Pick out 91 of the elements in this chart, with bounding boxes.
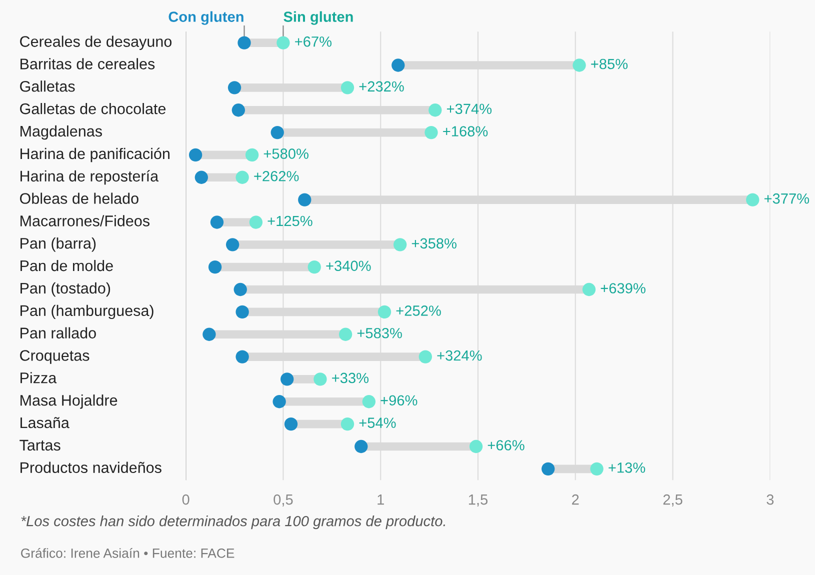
text: *Los costes han sido determinados para 100 gramos de producto.	[21, 516, 446, 530]
point	[276, 36, 290, 50]
point	[392, 58, 405, 72]
y-tick-label: Pizza	[20, 372, 57, 384]
y-tick-label: Macarrones/Fideos	[20, 215, 150, 226]
y-tick-label: Magdalenas	[20, 125, 102, 140]
point	[428, 104, 442, 117]
x-tick-label: 1,5	[468, 494, 488, 506]
point	[469, 440, 483, 454]
point	[362, 395, 376, 408]
series-label: Con gluten	[168, 11, 244, 25]
point	[245, 148, 259, 162]
y-tick-label: Obleas de helado	[20, 192, 138, 204]
point	[232, 104, 245, 117]
annotation: +583%	[357, 328, 402, 338]
series-label: Sin gluten	[284, 11, 353, 25]
y-tick-label: Cereales de desayuno	[20, 36, 172, 50]
annotation: +324%	[437, 350, 482, 361]
point	[298, 193, 312, 206]
x-tick-label: 0	[182, 494, 190, 505]
annotation: +96%	[380, 395, 418, 406]
y-tick-label: Galletas de chocolate	[20, 102, 166, 114]
point	[210, 216, 224, 229]
y-tick-label: Pan (tostado)	[20, 282, 110, 297]
annotation: +340%	[326, 260, 371, 271]
y-tick-label: Pan (barra)	[20, 238, 96, 252]
annotation: +125%	[268, 216, 312, 226]
annotation: +66%	[488, 440, 524, 450]
point	[238, 36, 251, 50]
annotation: +54%	[359, 418, 396, 428]
point	[280, 372, 294, 386]
annotation: +580%	[264, 148, 308, 159]
x-tick-label: 3	[766, 494, 774, 505]
point	[340, 417, 354, 431]
point	[226, 238, 240, 252]
y-tick-label: Pan de molde	[20, 260, 113, 272]
y-tick-label: Harina de repostería	[20, 170, 159, 185]
annotation: +358%	[412, 238, 456, 249]
text: Gráfico: Irene Asiaín • Fuente: FACE	[21, 548, 234, 558]
point	[340, 81, 354, 94]
annotation: +377%	[764, 193, 810, 204]
point	[236, 170, 249, 184]
point	[202, 328, 216, 341]
y-tick-label: Lasaña	[20, 417, 70, 428]
point	[338, 328, 352, 341]
y-tick-label: Tartas	[20, 440, 60, 451]
point	[208, 260, 222, 274]
point	[354, 440, 368, 454]
y-tick-label: Croquetas	[20, 350, 90, 364]
annotation: +13%	[608, 462, 646, 473]
x-tick-label: 0,5	[274, 494, 293, 506]
point	[378, 305, 392, 319]
point	[572, 58, 586, 72]
annotation: +33%	[332, 372, 369, 384]
annotation: +374%	[446, 104, 492, 114]
point	[236, 305, 249, 319]
annotation: +67%	[295, 36, 332, 47]
point	[308, 260, 321, 274]
y-tick-label: Pan rallado	[20, 327, 96, 338]
point	[393, 238, 407, 252]
x-tick-label: 2,5	[663, 494, 682, 506]
y-tick-label: Harina de panificación	[20, 148, 170, 162]
annotation: +262%	[254, 170, 299, 182]
point	[582, 282, 596, 296]
annotation: +232%	[359, 81, 404, 92]
x-tick-label: 2	[572, 494, 579, 505]
annotation: +252%	[396, 306, 441, 316]
point	[418, 350, 432, 364]
point	[284, 417, 298, 431]
point	[234, 282, 247, 296]
point	[314, 372, 327, 386]
point	[270, 126, 284, 140]
y-tick-label: Pan (hamburguesa)	[20, 304, 154, 320]
point	[542, 462, 555, 476]
annotation: +639%	[600, 283, 646, 294]
y-tick-label: Galletas	[20, 80, 75, 92]
point	[194, 170, 208, 184]
point	[236, 350, 249, 364]
point	[590, 462, 604, 476]
y-tick-label: Barritas de cereales	[20, 58, 155, 70]
annotation: +168%	[443, 126, 488, 136]
point	[188, 148, 202, 162]
point	[272, 395, 286, 408]
x-tick-label: 1	[378, 494, 384, 505]
point	[746, 193, 760, 206]
point	[249, 216, 263, 229]
annotation: +85%	[591, 58, 628, 70]
y-tick-label: Productos navideños	[20, 462, 162, 474]
y-tick-label: Masa Hojaldre	[20, 394, 118, 409]
point	[228, 81, 242, 94]
point	[424, 126, 438, 140]
